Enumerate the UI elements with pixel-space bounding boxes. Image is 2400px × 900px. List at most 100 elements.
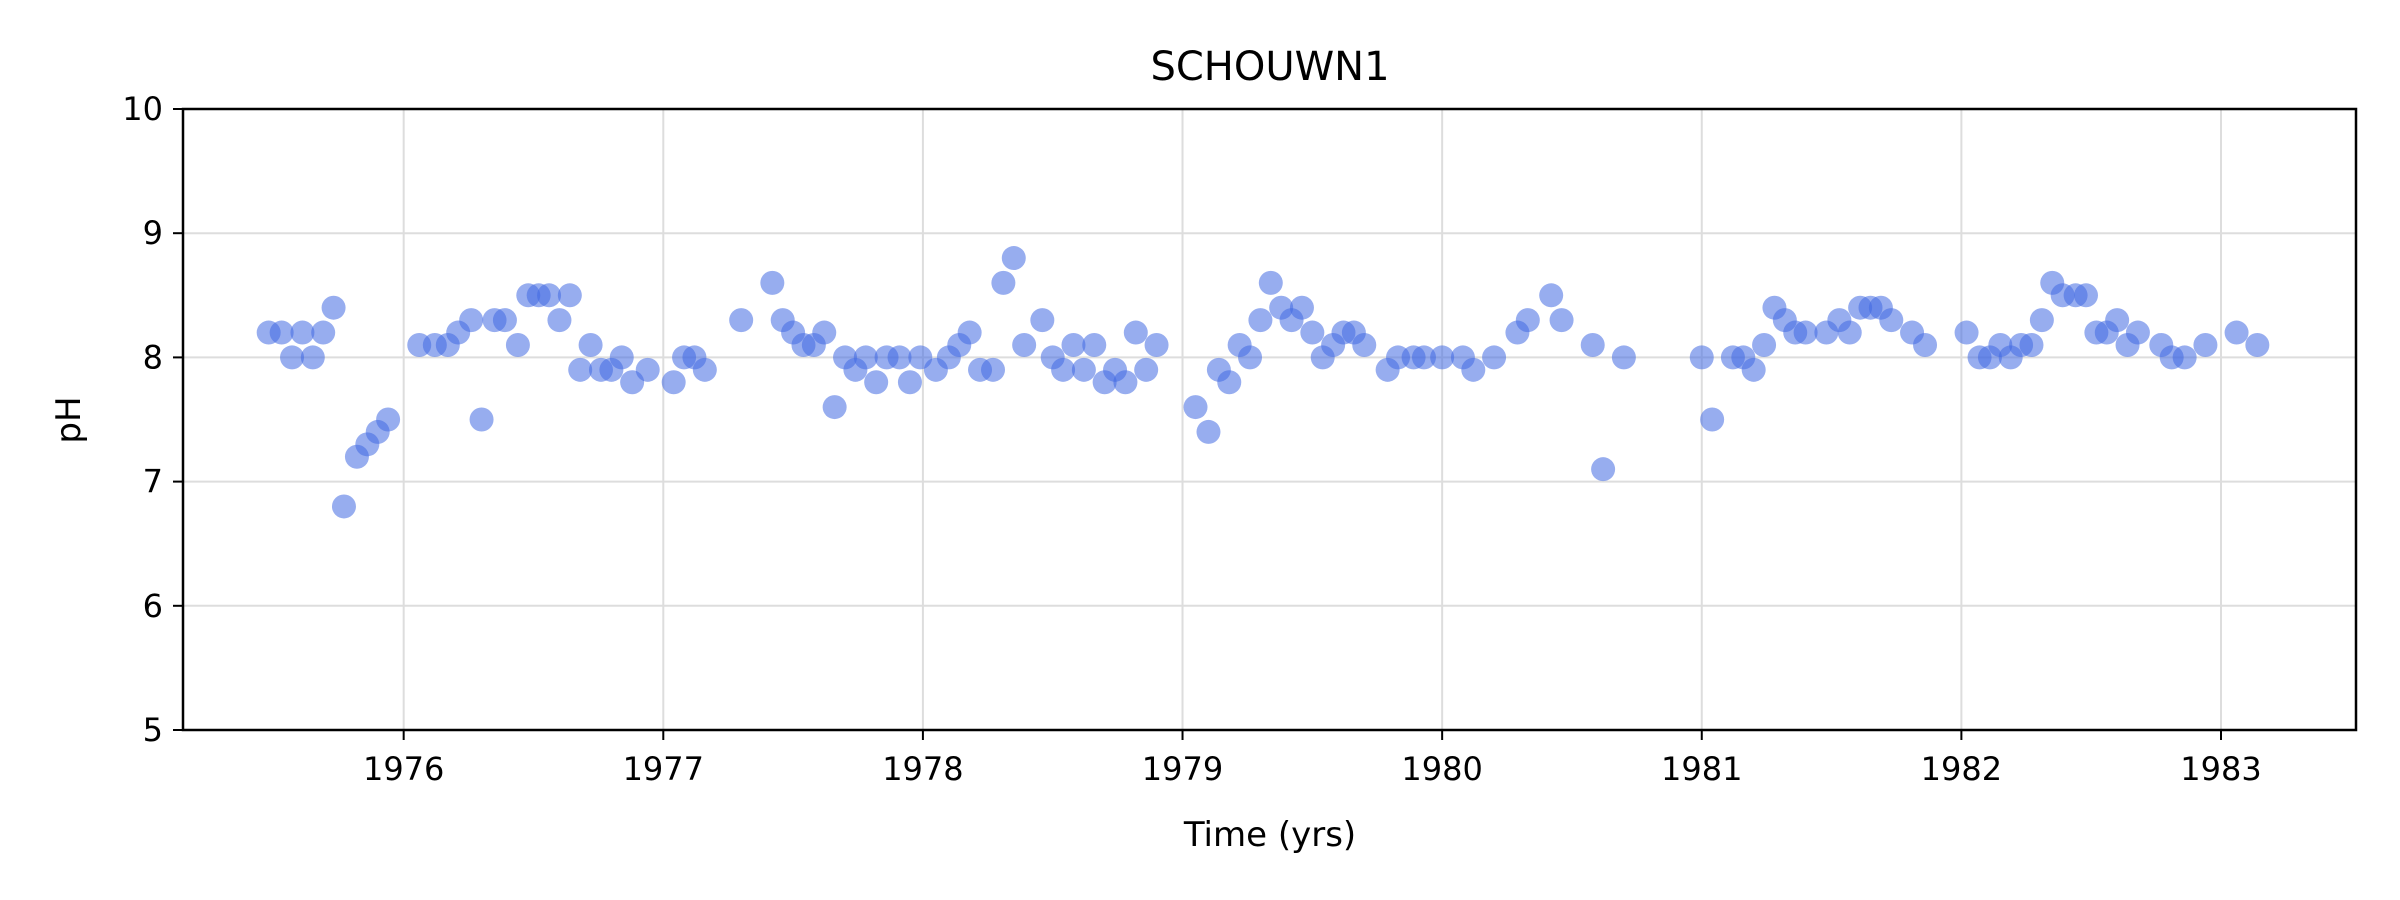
y-tick-label: 6: [143, 587, 163, 625]
data-point: [1071, 357, 1096, 382]
data-point: [1061, 332, 1086, 357]
data-point: [1879, 308, 1904, 333]
x-axis-label: Time (yrs): [1183, 815, 1356, 855]
data-point: [897, 370, 922, 395]
data-point: [2125, 320, 2150, 345]
y-tick-label: 8: [143, 338, 163, 376]
y-tick-label: 5: [143, 711, 163, 749]
data-point: [1591, 457, 1616, 482]
data-point: [1012, 332, 1037, 357]
data-point: [1954, 320, 1979, 345]
data-point: [887, 345, 912, 370]
data-point: [1082, 332, 1107, 357]
data-point: [2105, 308, 2130, 333]
chart-title: SCHOUWN1: [1150, 44, 1389, 90]
data-point: [853, 345, 878, 370]
data-point: [609, 345, 634, 370]
x-tick-label: 1979: [1142, 750, 1223, 788]
y-tick-label: 7: [143, 463, 163, 501]
data-point: [578, 332, 603, 357]
data-point: [692, 357, 717, 382]
data-point: [1196, 419, 1221, 444]
data-point: [290, 320, 315, 345]
data-point: [1689, 345, 1714, 370]
data-point: [1837, 320, 1862, 345]
data-point: [1461, 357, 1486, 382]
data-point: [864, 370, 889, 395]
y-tick-label: 9: [143, 214, 163, 252]
data-point: [1217, 370, 1242, 395]
data-points: [256, 246, 2270, 519]
data-point: [1051, 357, 1076, 382]
data-point: [1144, 332, 1169, 357]
x-tick-label: 1983: [2180, 750, 2261, 788]
data-point: [492, 308, 517, 333]
data-point: [1134, 357, 1159, 382]
data-point: [2193, 332, 2218, 357]
data-point: [1741, 357, 1766, 382]
x-tick-label: 1981: [1661, 750, 1742, 788]
data-point: [311, 320, 336, 345]
x-tick-label: 1978: [882, 750, 963, 788]
data-point: [2073, 283, 2098, 308]
data-point: [661, 370, 686, 395]
y-tick-label: 10: [122, 90, 163, 128]
data-point: [760, 270, 785, 295]
grid-lines: [183, 108, 2356, 731]
data-point: [2224, 320, 2249, 345]
data-point: [1700, 407, 1725, 432]
data-point: [1300, 320, 1325, 345]
data-point: [981, 357, 1006, 382]
data-point: [469, 407, 494, 432]
data-point: [1411, 345, 1436, 370]
data-point: [1248, 308, 1273, 333]
plot-frame: [181, 107, 2358, 732]
x-axis-ticks: 1976 1977 1978 1979 1980 1981 1982 1983: [363, 730, 2262, 788]
data-point: [1183, 395, 1208, 420]
data-point: [822, 395, 847, 420]
data-point: [1258, 270, 1283, 295]
data-point: [1123, 320, 1148, 345]
data-point: [537, 283, 562, 308]
data-point: [300, 345, 325, 370]
x-tick-label: 1982: [1921, 750, 2002, 788]
data-point: [729, 308, 754, 333]
data-point: [1752, 332, 1777, 357]
data-point: [991, 270, 1016, 295]
data-point: [635, 357, 660, 382]
data-point: [2019, 332, 2044, 357]
x-tick-label: 1976: [363, 750, 444, 788]
data-point: [2245, 332, 2270, 357]
data-point: [957, 320, 982, 345]
data-point: [1580, 332, 1605, 357]
data-point: [459, 308, 484, 333]
data-point: [557, 283, 582, 308]
data-point: [331, 494, 356, 519]
data-point: [2172, 345, 2197, 370]
data-point: [568, 357, 593, 382]
data-point: [1549, 308, 1574, 333]
data-point: [1430, 345, 1455, 370]
data-point: [376, 407, 401, 432]
x-tick-label: 1980: [1401, 750, 1482, 788]
data-point: [280, 345, 305, 370]
data-point: [1113, 370, 1138, 395]
x-tick-label: 1977: [623, 750, 704, 788]
data-point: [1611, 345, 1636, 370]
data-point: [1482, 345, 1507, 370]
data-point: [1352, 332, 1377, 357]
data-point: [269, 320, 294, 345]
data-point: [1793, 320, 1818, 345]
data-point: [1515, 308, 1540, 333]
data-point: [505, 332, 530, 357]
data-point: [321, 295, 346, 320]
data-point: [1238, 345, 1263, 370]
data-point: [2029, 308, 2054, 333]
y-axis-label: pH: [49, 396, 89, 443]
data-point: [1539, 283, 1564, 308]
data-point: [812, 320, 837, 345]
data-point: [1913, 332, 1938, 357]
data-point: [547, 308, 572, 333]
data-point: [1030, 308, 1055, 333]
